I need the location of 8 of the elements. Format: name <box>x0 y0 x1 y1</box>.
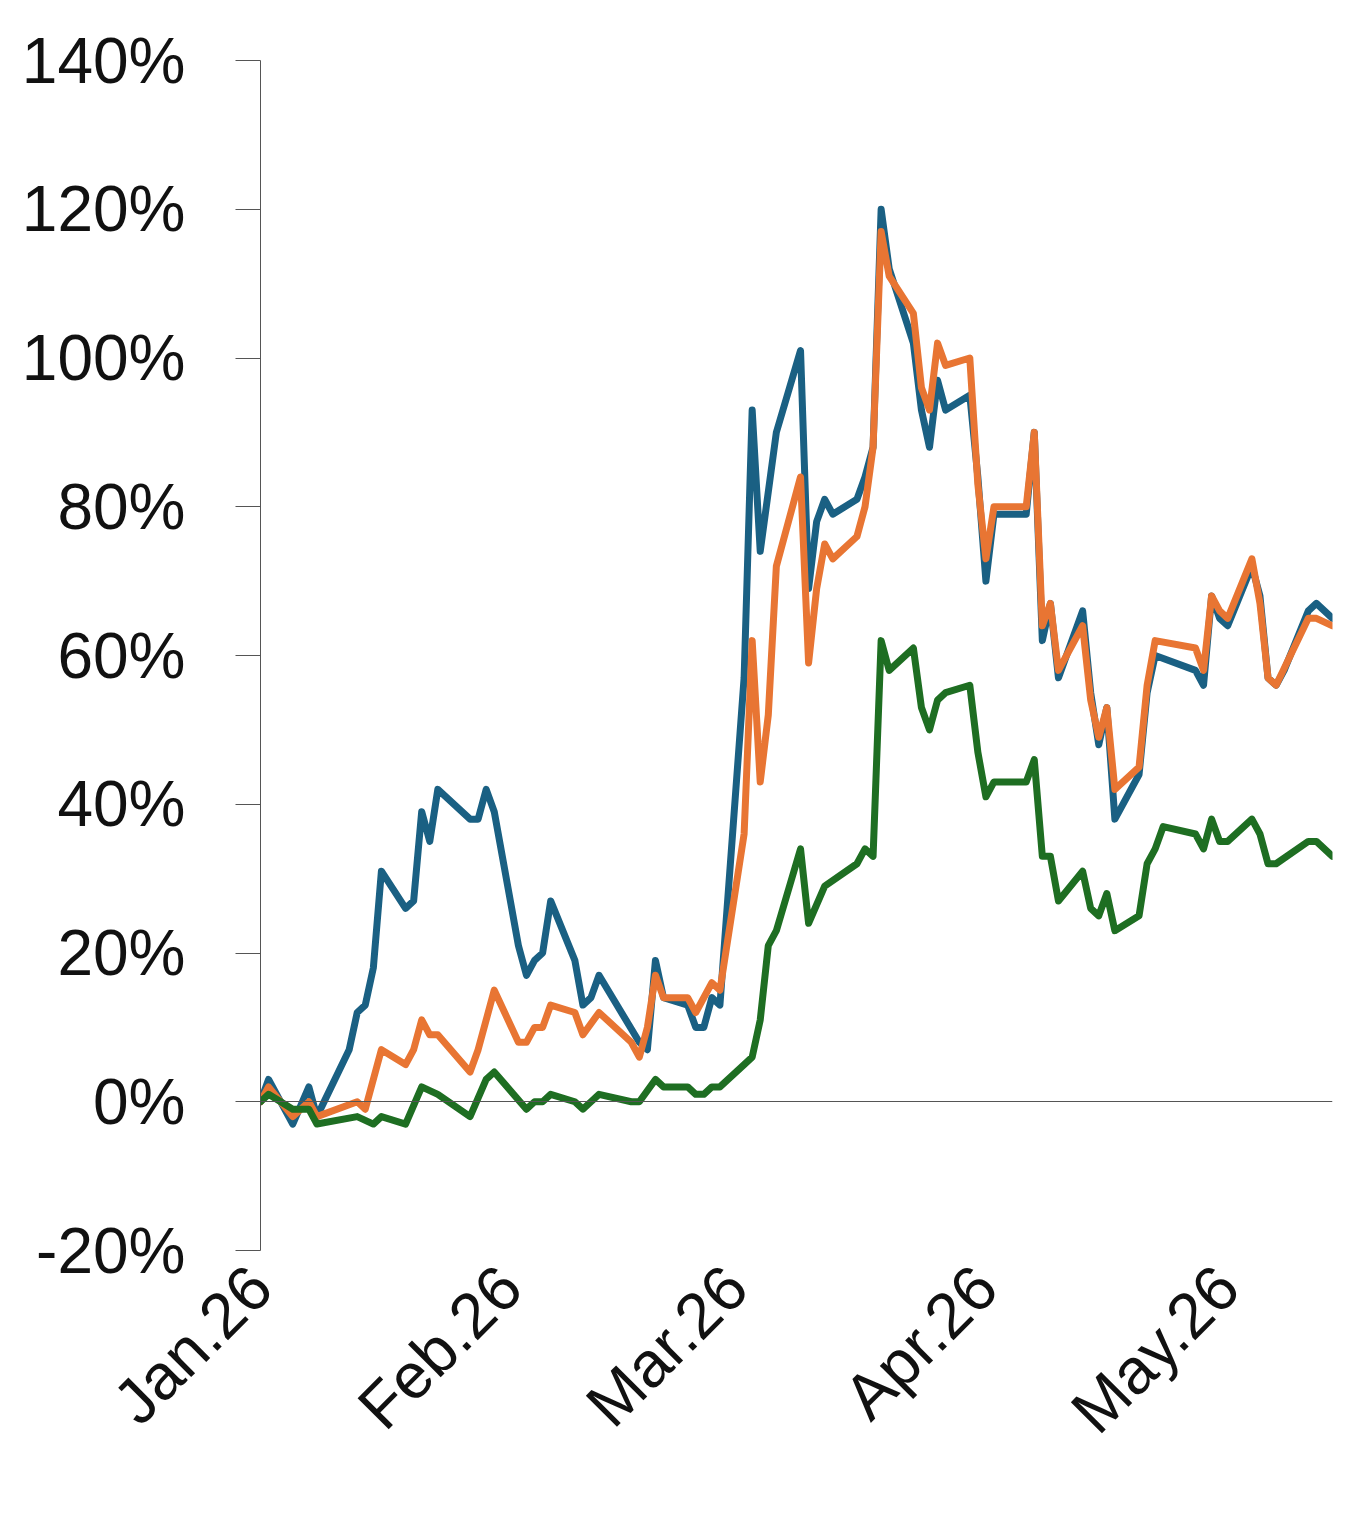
y-tick-label: 140% <box>21 24 186 97</box>
y-tick-label: 120% <box>21 173 186 246</box>
y-tick-label: 20% <box>57 917 186 989</box>
y-tick-label: 40% <box>57 768 186 841</box>
y-tick-label: 100% <box>21 322 186 394</box>
y-tick-label: 0% <box>93 1065 186 1138</box>
y-tick-label: 80% <box>57 470 186 543</box>
y-tick-label: 60% <box>57 619 186 692</box>
